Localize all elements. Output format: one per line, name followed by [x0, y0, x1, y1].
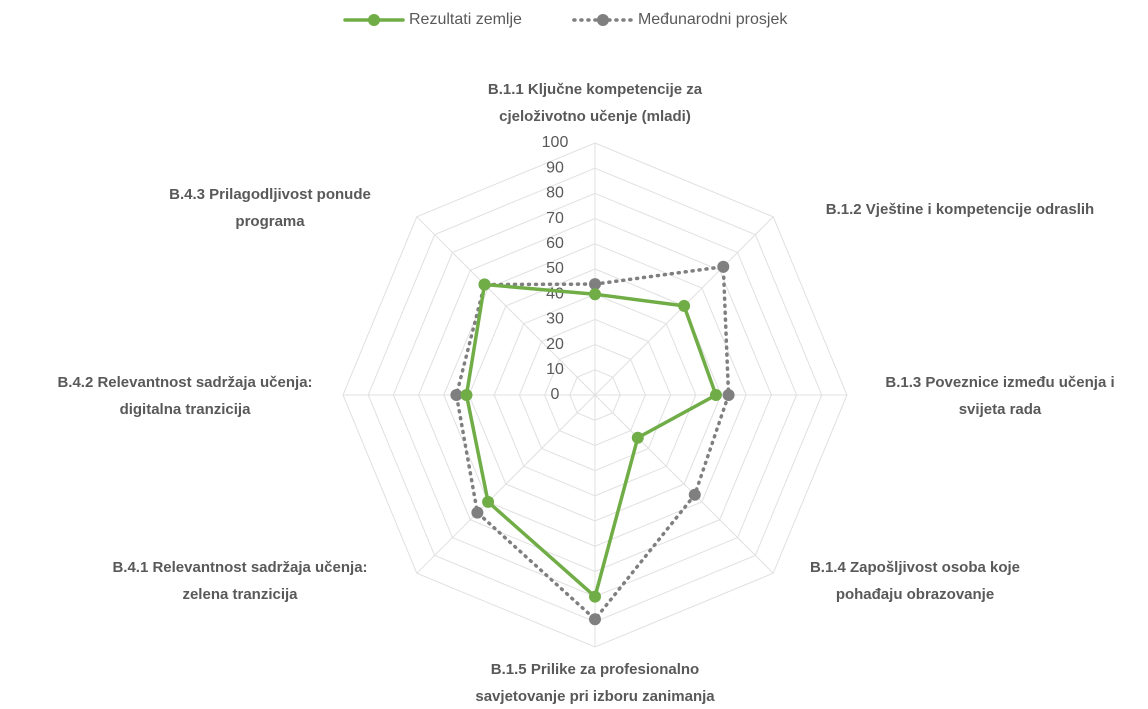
series-point [471, 506, 484, 519]
tick-label: 70 [546, 210, 564, 227]
category-label: B.4.2 Relevantnost sadržaja učenja: digit… [57, 374, 312, 418]
tick-label: 20 [546, 336, 564, 353]
series-point [678, 299, 691, 312]
spoke [416, 394, 596, 574]
series-line [464, 282, 719, 600]
series-point [482, 495, 495, 508]
series-point [589, 278, 601, 291]
series-point [631, 431, 644, 444]
category-label: B.1.4 Zapošljivost osoba koje pohađaju ob… [810, 559, 1020, 603]
category-label: B.4.3 Prilagodljivost ponude programa [169, 186, 371, 230]
series-point [717, 260, 730, 273]
tick-label: 0 [551, 386, 560, 403]
tick-label: 10 [546, 361, 564, 378]
tick-label: 40 [546, 285, 564, 302]
spoke [594, 394, 774, 574]
series-point [460, 389, 473, 401]
legend-point [596, 14, 609, 26]
series-point [478, 278, 491, 291]
category-label: B.1.2 Vještine i kompetencije odraslih [826, 201, 1094, 218]
tick-label: 60 [546, 235, 564, 252]
category-label: B.1.3 Poveznice između učenja i svijeta r… [885, 374, 1114, 418]
tick-label: 30 [546, 311, 564, 328]
series-point [589, 613, 601, 626]
series-point [688, 488, 701, 501]
series-point [589, 590, 601, 603]
tick-label: 90 [546, 159, 564, 176]
legend-point [368, 14, 380, 26]
category-label: B.1.1 Ključne kompetencije za cjeloživotn… [488, 81, 703, 125]
spoke [416, 216, 596, 396]
category-label: B.4.1 Relevantnost sadržaja učenja: zelen… [112, 559, 367, 603]
legend-label: Rezultati zemlje [409, 11, 522, 28]
tick-label: 50 [546, 260, 564, 277]
series-point [450, 389, 463, 401]
series-point [722, 389, 735, 401]
tick-label: 80 [546, 185, 564, 202]
legend-label: Međunarodni prosjek [638, 11, 788, 28]
series-point [709, 389, 722, 401]
series-point [589, 288, 601, 301]
category-label: B.1.5 Prilike za profesionalno savjetovan… [475, 661, 715, 705]
tick-label: 100 [542, 134, 569, 151]
series-line [454, 264, 731, 622]
